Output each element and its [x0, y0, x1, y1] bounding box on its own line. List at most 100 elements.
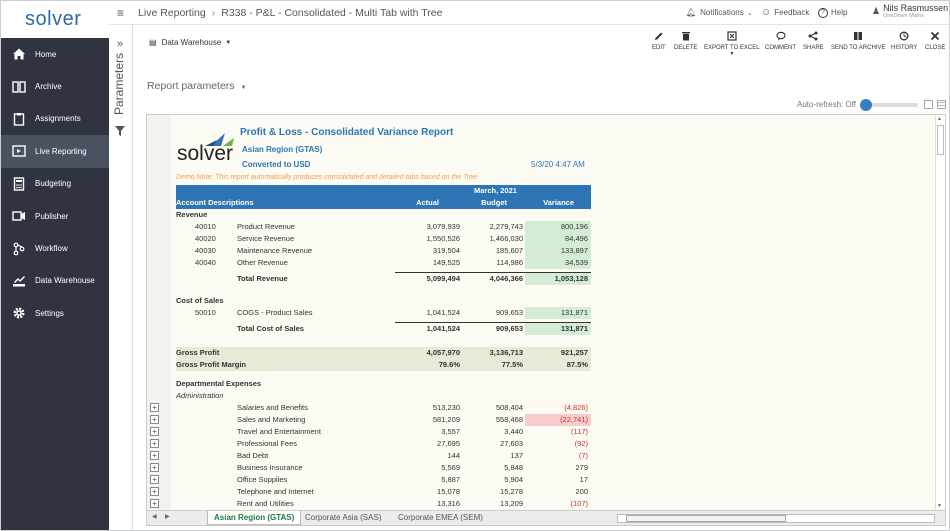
sidebar-nav: Home Archive Assignments Live Reporting …	[1, 38, 109, 330]
section-label-cost-of-sales: Cost of Sales	[176, 295, 591, 307]
user-company: OneDown Matrix	[883, 13, 925, 19]
expand-row-button[interactable]: +	[150, 475, 159, 484]
gear-icon	[11, 305, 27, 321]
account-description: Maintenance Revenue	[237, 246, 313, 255]
sidebar-item-assignments[interactable]: Assignments	[1, 103, 109, 135]
expand-row-button[interactable]: +	[150, 439, 159, 448]
account-code: 50010	[195, 308, 216, 317]
sidebar-item-label: Archive	[35, 82, 62, 92]
feedback-button[interactable]: ☺ Feedback	[761, 7, 809, 18]
sidebar-item-live-reporting[interactable]: Live Reporting	[1, 135, 109, 168]
auto-refresh-slider-thumb[interactable]	[860, 98, 872, 111]
share-icon	[808, 31, 818, 41]
export-to-excel-button[interactable]: Export to Excel ▼	[704, 31, 760, 57]
sidebar-item-home[interactable]: Home	[1, 38, 109, 70]
grid-view-icon[interactable]	[937, 100, 946, 109]
expand-row-button[interactable]: +	[150, 499, 159, 508]
actual-value: 581,209	[432, 415, 460, 424]
variance-value: (7)	[578, 451, 588, 460]
hscroll-thumb[interactable]	[626, 515, 786, 522]
sidebar-item-archive[interactable]: Archive	[1, 70, 109, 102]
last-sheet-icon[interactable]: ▶	[165, 514, 170, 520]
sheet-tab-asian-region[interactable]: Asian Region (GTAS)	[207, 511, 302, 525]
edit-button[interactable]: Edit	[652, 31, 666, 51]
close-button[interactable]: Close	[925, 31, 945, 51]
expand-row-button[interactable]: +	[150, 487, 159, 496]
history-button[interactable]: History	[891, 31, 917, 51]
user-menu[interactable]: ♟ Nils Rasmussen OneDown Matrix	[872, 3, 948, 19]
assignments-icon	[11, 111, 27, 127]
variance-value: 1,053,128	[554, 274, 588, 283]
notifications-button[interactable]: 🔔︎ Notifications ⌄	[686, 8, 753, 17]
horizontal-scrollbar[interactable]	[617, 514, 935, 523]
notifications-label: Notifications	[700, 8, 744, 17]
report-title: Profit & Loss - Consolidated Variance Re…	[240, 127, 454, 138]
sidebar-item-settings[interactable]: Settings	[1, 297, 109, 329]
menu-icon[interactable]: ≡	[117, 5, 125, 20]
scroll-up-icon[interactable]: ▲	[937, 116, 942, 122]
budget-value: 909,653	[495, 308, 523, 317]
variance-value: 131,871	[560, 324, 588, 333]
actual-value: 319,504	[432, 246, 460, 255]
sidebar-item-label: Settings	[35, 308, 64, 318]
sidebar-item-label: Home	[35, 49, 57, 59]
share-label: Share	[803, 45, 824, 51]
vertical-scrollbar[interactable]: ▲ ▼	[935, 115, 945, 510]
expand-icon[interactable]	[924, 100, 933, 109]
actual-value: 1,041,524	[426, 308, 460, 317]
first-sheet-icon[interactable]: ◀	[152, 514, 157, 520]
report-sheet: solver Profit & Loss - Consolidated Vari…	[171, 115, 936, 510]
sheet-tab-corporate-emea[interactable]: Corporate EMEA (SEM)	[398, 513, 483, 522]
expand-row-button[interactable]: +	[150, 451, 159, 460]
sidebar-item-budgeting[interactable]: Budgeting	[1, 168, 109, 200]
variance-value: 279	[575, 463, 588, 472]
sidebar-item-publisher[interactable]: Publisher	[1, 200, 109, 232]
auto-refresh-label: Auto-refresh: Off	[797, 100, 856, 109]
parameters-panel[interactable]: » Parameters	[109, 25, 133, 530]
expand-row-button[interactable]: +	[150, 463, 159, 472]
filter-icon[interactable]	[115, 126, 125, 139]
help-icon: ?	[818, 7, 828, 18]
solver-logo[interactable]: solver	[1, 1, 109, 38]
total-cos-row: Total Cost of Sales 1,041,524 909,653 131,8…	[237, 322, 591, 335]
solver-report-logo: solver	[177, 131, 237, 165]
sidebar-item-data-warehouse[interactable]: Data Warehouse	[1, 265, 109, 297]
account-description: Administration	[176, 391, 224, 400]
account-description: Professional Fees	[237, 439, 298, 448]
auto-refresh-slider[interactable]	[860, 98, 918, 111]
budget-value: 27,603	[500, 439, 523, 448]
account-description: Bad Debt	[237, 451, 269, 460]
send-to-archive-button[interactable]: Send to Archive	[831, 31, 885, 51]
collapse-chevron-icon[interactable]: »	[117, 38, 124, 50]
archive-icon	[11, 79, 27, 95]
demo-note: Demo Note: This report automatically pro…	[176, 174, 478, 181]
expense-row: Travel and Entertainment 3,557 3,440 (117)	[176, 426, 591, 438]
comment-button[interactable]: Comment	[765, 31, 796, 51]
help-button[interactable]: ? Help	[818, 7, 847, 18]
scroll-thumb[interactable]	[937, 125, 944, 155]
budget-value: 909,653	[495, 324, 523, 333]
account-description: Revenue	[176, 210, 208, 219]
variance-highlight	[525, 307, 591, 319]
expand-row-button[interactable]: +	[150, 403, 159, 412]
sidebar-item-label: Publisher	[35, 211, 69, 221]
revenue-row: 40030 Maintenance Revenue 319,504 185,607 13…	[176, 245, 591, 257]
expand-row-button[interactable]: +	[150, 427, 159, 436]
sidebar-item-label: Assignments	[35, 114, 81, 124]
share-button[interactable]: Share	[803, 31, 824, 51]
report-region: Asian Region (GTAS)	[242, 145, 323, 154]
account-description: Gross Profit	[176, 348, 220, 357]
account-description: Business Insurance	[237, 463, 303, 472]
sheet-tab-corporate-asia[interactable]: Corporate Asia (SAS)	[305, 513, 382, 522]
expand-row-button[interactable]: +	[150, 415, 159, 424]
sidebar-item-workflow[interactable]: Workflow	[1, 232, 109, 264]
gross-margin-row: Gross Profit Margin 79.6% 77.5% 87.5%	[176, 359, 591, 371]
account-description: Service Revenue	[237, 234, 295, 243]
scroll-down-icon[interactable]: ▼	[937, 503, 942, 509]
report-parameters-toggle[interactable]: Report parameters ▼	[147, 80, 246, 92]
top-bar: ≡ Live Reporting › R338 - P&L - Consolid…	[109, 1, 949, 25]
breadcrumb-live-reporting[interactable]: Live Reporting	[138, 6, 206, 19]
delete-button[interactable]: Delete	[674, 31, 697, 51]
expense-row: Professional Fees 27,695 27,603 (92)	[176, 438, 591, 450]
data-source-selector[interactable]: ▤ Data Warehouse ▼	[149, 38, 231, 47]
